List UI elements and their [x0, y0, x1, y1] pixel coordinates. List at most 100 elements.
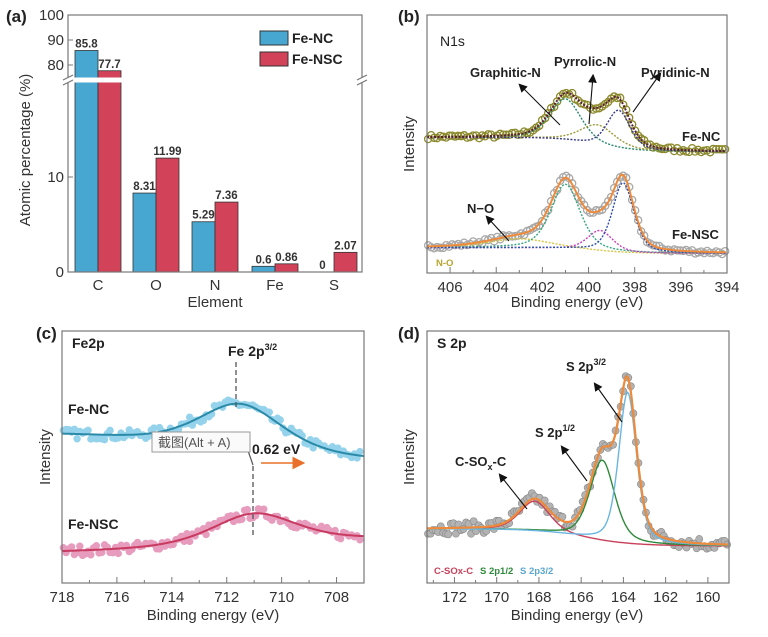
x-tick-label: Fe: [266, 277, 284, 294]
bar-fe-nsc-s: [333, 251, 358, 273]
data-point: [336, 535, 345, 543]
data-point: [114, 549, 122, 558]
panel-c-label: (c): [36, 324, 57, 343]
x-tick-label: 406: [438, 279, 463, 296]
x-tick-label: 172: [442, 589, 467, 606]
data-point: [567, 179, 577, 188]
peak-label-fe-2p32: Fe 2p3/2: [228, 342, 277, 359]
x-tick-label: 402: [530, 279, 555, 296]
annotation-arrows: [485, 72, 662, 242]
arrow-pyrrolic: [588, 73, 597, 125]
spectra: [424, 372, 731, 553]
data-point: [612, 93, 622, 103]
data-point: [453, 131, 463, 141]
x-tick-label: 718: [49, 589, 74, 606]
annotation-graphitic-n: Graphitic-N: [470, 65, 541, 80]
component-pyridinic-n: [427, 182, 726, 254]
data-point: [265, 408, 273, 416]
data-point: [67, 543, 76, 551]
x-tick-label: S: [329, 277, 339, 294]
data-point: [657, 144, 667, 154]
data-point: [498, 130, 508, 139]
y-tick-label: 100: [39, 7, 64, 24]
arrow-n-o: [485, 215, 510, 242]
x-axis-ticks: 160 162 164 166 168 170 172: [432, 577, 730, 606]
data-point: [185, 537, 194, 546]
spectra: [59, 396, 365, 560]
x-tick-label: 396: [668, 279, 693, 296]
x-tick-label: 170: [484, 589, 509, 606]
data-point: [356, 447, 364, 456]
data-point: [469, 517, 478, 526]
x-axis-title: Element: [187, 294, 243, 311]
bar-fe-nc-o: [132, 192, 157, 273]
panel-b-n1s-spectrum: (b) 394 396 398 400 402 404 406 N1s Graphitic-…: [398, 7, 740, 311]
y-tick-label: 80: [47, 57, 64, 74]
tooltip-text: 截图(Alt + A): [158, 435, 231, 450]
x-tick-label: 166: [569, 589, 594, 606]
fit-envelope: [427, 91, 726, 152]
label-fe-nc: Fe-NC: [682, 129, 721, 144]
data-point: [720, 246, 730, 256]
legend-swatch-fe-nc: [259, 30, 289, 46]
component-n-o: [427, 238, 726, 255]
data-point: [73, 435, 81, 443]
data-point: [615, 93, 625, 103]
legend-swatch-fe-nsc: [259, 51, 289, 67]
data-label: 5.29: [192, 210, 214, 222]
component-graphitic-n: [427, 98, 726, 153]
x-axis-title: Binding energy (eV): [511, 294, 644, 311]
x-tick-label: 710: [269, 589, 294, 606]
plot-frame: [426, 330, 730, 584]
data-label: 8.31: [133, 181, 156, 193]
annotation-s2p12: S 2p1/2: [535, 423, 575, 440]
x-tick-label: N: [210, 277, 221, 294]
x-tick-label: 712: [214, 589, 239, 606]
annotation-n-o: N−O: [467, 201, 494, 216]
label-fe-nc: Fe-NC: [68, 401, 109, 417]
plot-frame: [67, 14, 363, 273]
data-point: [260, 505, 268, 513]
x-tick-label: 714: [159, 589, 184, 606]
legend-label-fe-nc: Fe-NC: [292, 30, 333, 46]
data-point: [276, 416, 284, 424]
component-label-c-sox-c: C-SOx-C: [434, 566, 473, 577]
annotation-c-sox-c: C-SOx-C: [455, 454, 507, 472]
plot-frame: [61, 330, 365, 584]
data-point: [185, 413, 194, 421]
data-point: [711, 144, 721, 154]
bar-fe-nc-c: [74, 50, 99, 273]
bars: 85.877.7 8.31 11.99 5.297.36 0.6 0.86 0 2.07: [74, 39, 358, 273]
data-point: [444, 530, 453, 539]
data-label: 11.99: [153, 146, 181, 158]
spectrum-fe-nsc: [59, 505, 364, 560]
y-axis-title: Atomic percentage (%): [17, 74, 34, 227]
spectrum-title: N1s: [440, 33, 465, 49]
data-point: [699, 146, 709, 156]
label-fe-nsc: Fe-NSC: [68, 516, 119, 532]
annotation-pyrrolic-n: Pyrrolic-N: [554, 54, 616, 69]
data-point: [92, 542, 101, 550]
fit-envelope: [427, 375, 728, 546]
spectrum-s-2p: [424, 372, 731, 553]
component-labels: C-SOx-C S 2p1/2 S 2p3/2: [434, 566, 553, 577]
x-tick-label: O: [150, 277, 162, 294]
data-point: [714, 145, 724, 154]
spectra: [423, 88, 730, 259]
data-point: [695, 535, 704, 543]
data-label: 0.86: [275, 252, 297, 264]
data-point: [356, 536, 364, 544]
bar-fe-nc-n: [191, 221, 216, 273]
panel-b-label: (b): [398, 7, 420, 26]
data-point: [501, 130, 511, 139]
x-tick-label: 404: [484, 279, 509, 296]
data-label: 2.07: [334, 240, 356, 252]
component-s-2p3-2: [427, 391, 728, 546]
x-tick-label: 398: [622, 279, 647, 296]
data-label: 0.6: [256, 254, 272, 266]
screenshot-tooltip: 截图(Alt + A): [151, 431, 251, 453]
data-point: [106, 426, 114, 435]
bar-fe-nsc-fe: [274, 263, 299, 273]
